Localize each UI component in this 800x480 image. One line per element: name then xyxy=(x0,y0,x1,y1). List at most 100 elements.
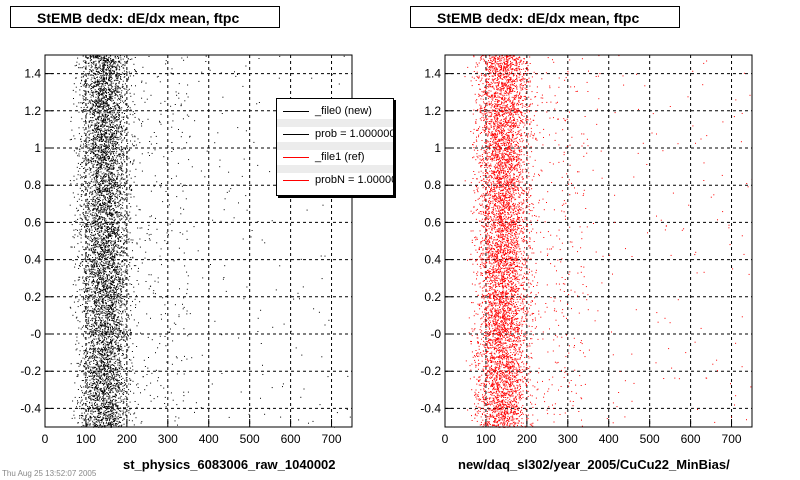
data-point xyxy=(97,325,99,327)
data-point xyxy=(113,374,115,376)
data-point xyxy=(131,190,133,191)
data-point xyxy=(108,127,110,129)
data-point xyxy=(117,408,119,410)
data-point xyxy=(95,331,97,333)
data-point xyxy=(113,403,115,405)
data-point xyxy=(87,394,89,395)
data-point xyxy=(106,355,108,357)
data-point xyxy=(82,380,84,381)
data-point xyxy=(112,256,114,258)
data-point xyxy=(72,192,74,194)
data-point xyxy=(136,346,138,347)
data-point xyxy=(126,278,128,280)
data-point xyxy=(107,330,109,332)
data-point xyxy=(106,311,108,313)
data-point xyxy=(123,117,125,119)
data-point xyxy=(113,387,115,389)
data-point xyxy=(120,365,122,367)
data-point xyxy=(100,216,102,218)
data-point xyxy=(101,230,103,232)
data-point xyxy=(89,424,91,426)
data-point xyxy=(95,368,97,370)
data-point xyxy=(81,371,83,373)
data-point xyxy=(111,186,112,188)
data-point xyxy=(101,187,103,189)
data-point xyxy=(111,233,113,234)
data-point xyxy=(87,243,88,245)
data-point xyxy=(130,305,132,307)
data-point xyxy=(107,241,109,243)
data-point xyxy=(138,283,140,285)
data-point xyxy=(124,65,126,67)
data-point xyxy=(101,124,103,126)
data-point xyxy=(107,221,109,223)
data-point xyxy=(106,126,108,127)
data-point xyxy=(115,222,117,224)
data-point xyxy=(89,60,91,62)
data-point xyxy=(136,325,138,327)
data-point xyxy=(117,175,119,177)
data-point xyxy=(102,218,104,220)
data-point xyxy=(98,316,100,318)
data-point xyxy=(80,400,82,402)
data-point xyxy=(103,274,105,276)
data-point xyxy=(118,277,120,279)
data-point xyxy=(126,78,128,79)
data-point xyxy=(119,149,121,151)
data-point xyxy=(129,359,130,361)
data-point xyxy=(104,375,105,377)
data-point xyxy=(106,287,107,289)
data-point xyxy=(102,249,103,251)
data-point xyxy=(92,352,94,354)
data-point xyxy=(95,172,97,174)
data-point xyxy=(118,413,120,415)
data-point xyxy=(114,417,116,419)
data-point xyxy=(99,416,101,418)
data-point xyxy=(116,176,118,178)
data-point xyxy=(186,230,188,232)
data-point xyxy=(101,355,103,357)
data-point xyxy=(107,112,109,114)
data-point xyxy=(116,333,118,335)
data-point xyxy=(108,235,110,237)
data-point xyxy=(84,310,86,312)
data-point xyxy=(101,219,103,221)
data-point xyxy=(104,209,105,211)
data-point xyxy=(163,156,165,158)
data-point xyxy=(99,259,101,260)
data-point xyxy=(125,234,127,236)
data-point xyxy=(132,369,134,371)
data-point xyxy=(111,90,112,92)
data-point xyxy=(116,254,117,256)
data-point xyxy=(126,331,128,332)
data-point xyxy=(95,416,97,418)
data-point xyxy=(113,60,115,62)
data-point xyxy=(120,168,122,170)
data-point xyxy=(116,143,118,144)
data-point xyxy=(106,261,108,263)
data-point xyxy=(114,377,116,379)
data-point xyxy=(83,132,85,134)
data-point xyxy=(101,235,103,237)
data-point xyxy=(98,382,100,384)
data-point xyxy=(86,363,88,365)
data-point xyxy=(109,423,111,424)
data-point xyxy=(97,387,99,388)
data-point xyxy=(109,401,111,403)
data-point xyxy=(89,415,91,417)
data-point xyxy=(116,178,117,180)
x-tick-label: 300 xyxy=(158,432,178,446)
data-point xyxy=(123,138,125,140)
data-point xyxy=(114,61,116,62)
data-point xyxy=(120,150,122,151)
data-point xyxy=(109,112,111,114)
data-point xyxy=(99,225,101,227)
data-point xyxy=(124,194,126,196)
data-point xyxy=(115,370,117,372)
data-point xyxy=(109,73,111,75)
data-point xyxy=(118,313,120,315)
data-point xyxy=(94,405,96,406)
data-point xyxy=(279,55,281,57)
data-point xyxy=(112,308,114,310)
data-point xyxy=(124,381,125,383)
